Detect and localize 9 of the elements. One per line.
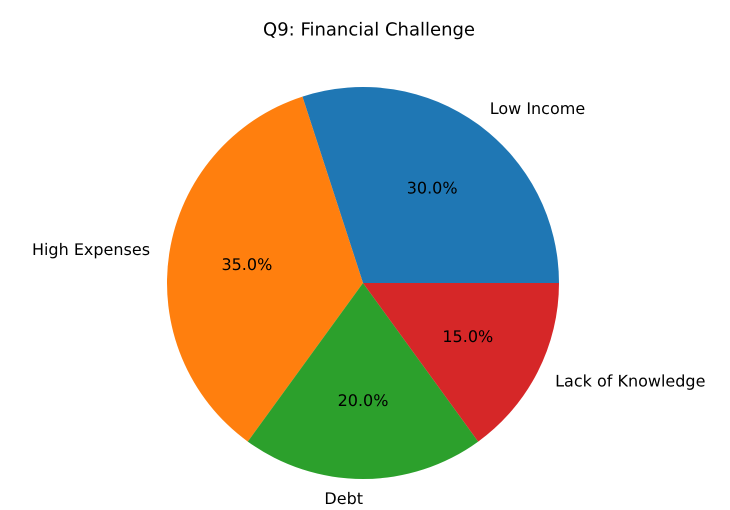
data-label: 35.0% bbox=[221, 255, 272, 274]
data-label: 30.0% bbox=[406, 178, 458, 198]
slice-label: High Expenses bbox=[32, 240, 150, 259]
slice-label: Debt bbox=[324, 489, 363, 508]
data-label: 20.0% bbox=[338, 391, 388, 410]
data-label: 15.0% bbox=[442, 326, 494, 346]
slice-label: Lack of Knowledge bbox=[555, 371, 706, 390]
chart-title: Q9: Financial Challenge bbox=[263, 20, 475, 40]
slice-label: Low Income bbox=[490, 99, 586, 118]
